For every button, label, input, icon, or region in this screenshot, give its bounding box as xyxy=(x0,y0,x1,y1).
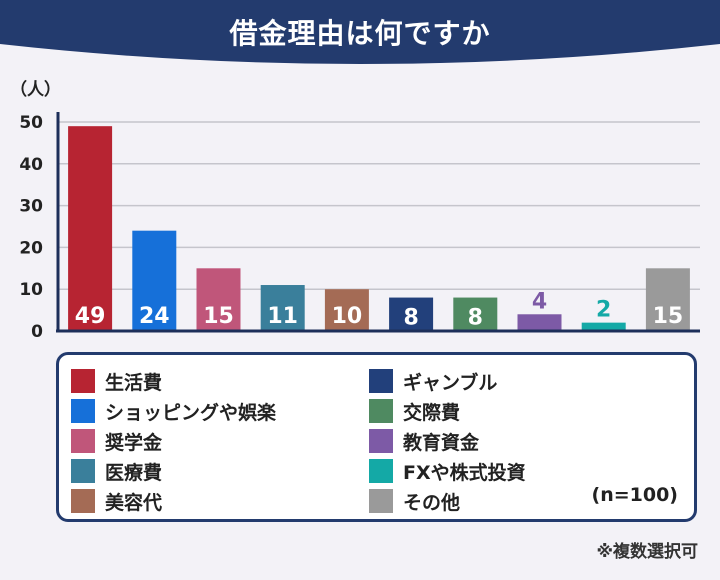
legend-item: 交際費 xyxy=(369,397,460,425)
legend-label: 教育資金 xyxy=(403,431,480,454)
bar-chart: 0 10 20 30 40 50 （人） 49 24 15 11 10 8 8 4 2 15 xyxy=(10,79,700,342)
sample-size: (n=100) xyxy=(591,484,678,506)
y-tick-label: 20 xyxy=(19,238,43,258)
legend-label: 美容代 xyxy=(105,491,163,514)
bar xyxy=(389,297,434,331)
bar-value-label: 15 xyxy=(203,304,234,329)
legend-label: ショッピングや娯楽 xyxy=(105,401,277,424)
legend: 生活費ショッピングや娯楽 奨学金医療費美容代 ギャンブル交際費教育資金 FXや株式投… xyxy=(56,352,697,522)
bar-value-label: 8 xyxy=(403,306,418,331)
legend-swatch xyxy=(369,399,393,423)
title-banner-shape xyxy=(0,0,720,64)
legend-swatch xyxy=(71,369,95,393)
bar xyxy=(132,230,177,331)
legend-label: 奨学金 xyxy=(105,431,163,454)
legend-swatch xyxy=(71,429,95,453)
legend-item: 美容代 xyxy=(71,487,162,515)
bar-value-label: 11 xyxy=(267,304,298,329)
bar-value-label: 4 xyxy=(532,289,547,314)
legend-swatch xyxy=(71,489,95,513)
bar xyxy=(260,285,305,331)
bar-value-label: 10 xyxy=(332,304,363,329)
bar-value-label: 24 xyxy=(139,304,170,329)
legend-swatch xyxy=(71,459,95,483)
legend-swatch xyxy=(71,399,95,423)
bar-value-label: 15 xyxy=(653,304,684,329)
bar-value-label: 8 xyxy=(468,306,483,331)
bar xyxy=(517,314,562,331)
y-tick-label: 40 xyxy=(19,155,43,175)
chart-title: 借金理由は何ですか xyxy=(229,17,491,50)
legend-label: その他 xyxy=(403,491,461,514)
bar xyxy=(453,297,498,331)
legend-item: 医療費 xyxy=(71,457,162,485)
legend-label: FXや株式投資 xyxy=(403,461,526,484)
legend-label: 生活費 xyxy=(105,371,163,394)
bar xyxy=(68,126,113,332)
footnote: ※複数選択可 xyxy=(596,542,698,562)
bar-value-label: 2 xyxy=(596,298,611,323)
y-axis-label: （人） xyxy=(10,79,61,100)
y-tick-label: 0 xyxy=(31,322,43,342)
legend-item: ショッピングや娯楽 xyxy=(71,397,276,425)
legend-swatch xyxy=(369,429,393,453)
legend-swatch xyxy=(369,369,393,393)
legend-label: 交際費 xyxy=(403,401,461,424)
legend-swatch xyxy=(369,459,393,483)
legend-item: 教育資金 xyxy=(369,427,479,455)
legend-item: FXや株式投資 xyxy=(369,457,526,485)
legend-item: 生活費 xyxy=(71,367,162,395)
bar xyxy=(196,268,241,331)
bar xyxy=(324,289,369,331)
bar xyxy=(581,322,626,331)
legend-item: 奨学金 xyxy=(71,427,162,455)
bar-value-label: 49 xyxy=(75,304,106,329)
legend-swatch xyxy=(369,489,393,513)
title-banner xyxy=(0,0,720,64)
y-tick-label: 10 xyxy=(19,280,43,300)
bar xyxy=(645,268,690,331)
y-tick-label: 30 xyxy=(19,197,43,217)
legend-label: ギャンブル xyxy=(403,371,498,394)
legend-item: ギャンブル xyxy=(369,367,497,395)
legend-item: その他 xyxy=(369,487,460,515)
y-tick-label: 50 xyxy=(19,113,43,133)
legend-label: 医療費 xyxy=(105,461,163,484)
